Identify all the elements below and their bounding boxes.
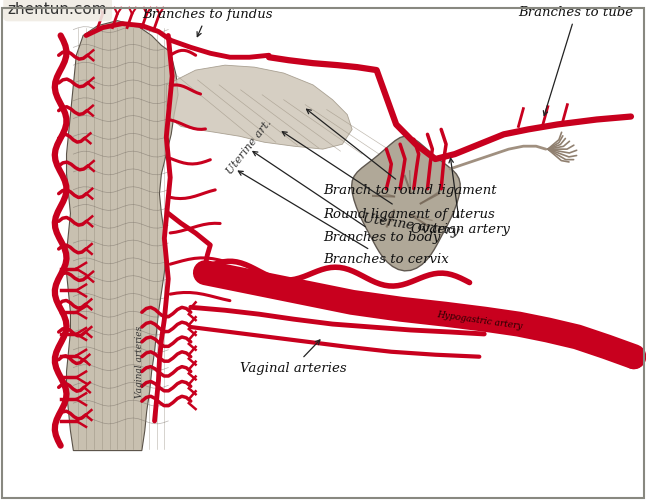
Text: Ovarian artery: Ovarian artery (411, 158, 510, 236)
Text: Round ligament of uterus: Round ligament of uterus (282, 132, 494, 222)
Circle shape (624, 349, 644, 368)
Text: Vaginal arteries: Vaginal arteries (240, 340, 346, 374)
Text: Branches to body: Branches to body (253, 152, 440, 244)
Polygon shape (67, 20, 178, 450)
Text: Hypogastric artery: Hypogastric artery (436, 310, 523, 330)
Text: Branches to tube: Branches to tube (519, 6, 634, 116)
Polygon shape (352, 136, 460, 271)
Polygon shape (166, 65, 352, 149)
Text: Branches to cervix: Branches to cervix (238, 171, 449, 266)
Text: Uterine artery: Uterine artery (362, 212, 460, 238)
Text: Branch to round ligament: Branch to round ligament (306, 109, 496, 196)
Text: Branches to fundus: Branches to fundus (142, 8, 273, 36)
Text: zhentun.com: zhentun.com (8, 2, 108, 16)
Text: Uterine art.: Uterine art. (225, 117, 274, 176)
Text: Vaginal arteries: Vaginal arteries (135, 326, 144, 398)
